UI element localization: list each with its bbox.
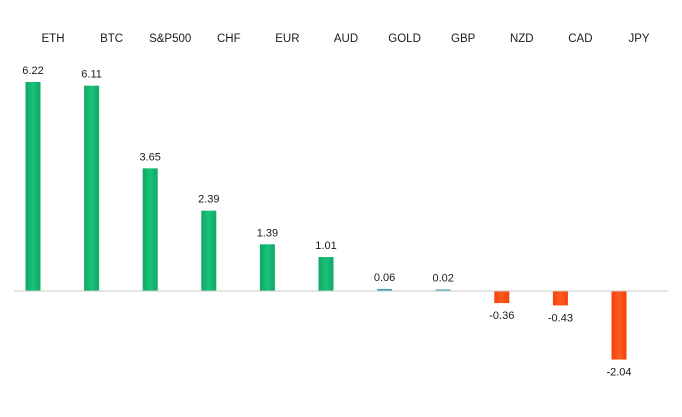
bar-s-p500: [142, 168, 158, 291]
value-label-s-p500: 3.65: [139, 151, 160, 163]
category-labels: ETH BTC S&P500 CHF EUR AUD GOLD GBP NZD CAD JPY: [42, 33, 650, 45]
category-label-s-p500: S&P500: [149, 33, 191, 45]
category-label-nzd: NZD: [510, 33, 534, 45]
bar-gold: [377, 288, 393, 291]
category-label-gbp: GBP: [451, 33, 476, 45]
bar-gbp: [435, 289, 451, 291]
value-label-chf: 2.39: [198, 194, 219, 206]
value-label-gold: 0.06: [374, 272, 395, 284]
value-label-jpy: -2.04: [606, 367, 631, 379]
category-label-cad: CAD: [568, 33, 592, 45]
value-label-btc: 6.11: [81, 69, 102, 81]
bar-nzd: [494, 291, 510, 304]
category-label-gold: GOLD: [388, 33, 421, 45]
bar-aud: [318, 257, 334, 291]
bars: [25, 82, 627, 360]
category-label-btc: BTC: [100, 33, 123, 45]
category-label-chf: CHF: [217, 33, 241, 45]
category-label-eur: EUR: [275, 33, 299, 45]
bar-eur: [259, 244, 275, 291]
value-label-gbp: 0.02: [432, 273, 453, 285]
bar-btc: [84, 85, 100, 291]
bar-eth: [25, 82, 41, 292]
bar-jpy: [611, 291, 627, 360]
value-label-eur: 1.39: [257, 227, 278, 239]
value-label-cad: -0.43: [548, 312, 573, 324]
category-label-jpy: JPY: [628, 33, 649, 45]
value-label-eth: 6.22: [22, 65, 43, 77]
value-label-nzd: -0.36: [489, 310, 514, 322]
bar-chf: [201, 210, 217, 291]
category-label-aud: AUD: [334, 33, 358, 45]
value-label-aud: 1.01: [315, 240, 336, 252]
bar-cad: [552, 291, 568, 306]
category-label-eth: ETH: [42, 33, 65, 45]
value-labels: 6.22 6.11 3.65 2.39 1.39 1.01 0.06 0.02 -0.36 -0.…: [22, 65, 631, 379]
